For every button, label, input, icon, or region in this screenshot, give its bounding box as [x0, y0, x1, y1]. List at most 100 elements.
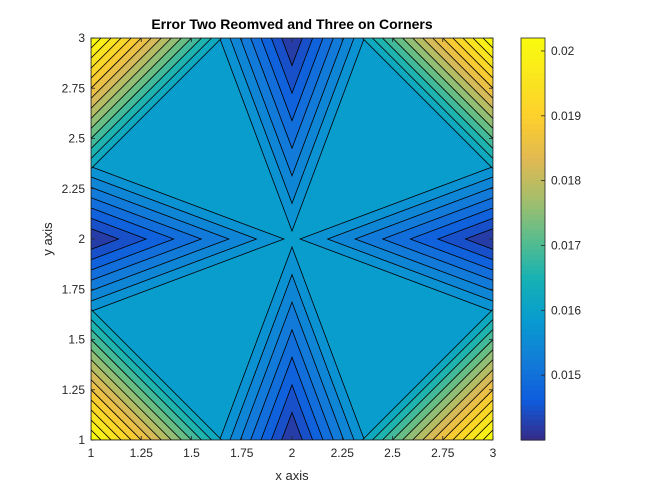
colorbar-segment — [521, 153, 545, 160]
colorbar-segment — [521, 63, 545, 69]
colorbar-segment — [521, 404, 545, 411]
colorbar-segment — [521, 78, 545, 84]
colorbar-segment — [521, 419, 545, 426]
colorbar-segment — [521, 369, 545, 376]
colorbar-segment — [521, 374, 545, 381]
colorbar-segment — [521, 319, 545, 326]
colorbar-segment — [521, 228, 545, 235]
colorbar-segment — [521, 218, 545, 225]
colorbar-segment — [521, 299, 545, 305]
contour-edge-2-level-6 — [91, 228, 120, 250]
contour-corner-3-level-12 — [482, 38, 493, 49]
colorbar-segment — [521, 394, 545, 401]
colorbar-tick-label: 0.016 — [551, 303, 581, 317]
colorbar-segment — [521, 429, 545, 436]
colorbar-segment — [521, 384, 545, 391]
colorbar-segment — [521, 128, 545, 135]
colorbar-segment — [521, 259, 545, 265]
colorbar-segment — [521, 409, 545, 416]
colorbar-segment — [521, 334, 545, 341]
colorbar-tick-label: 0.02 — [551, 44, 575, 58]
y-axis-label: y axis — [40, 222, 55, 256]
y-tick-label: 1.25 — [62, 383, 86, 397]
colorbar-segment — [521, 83, 545, 89]
colorbar-segment — [521, 264, 545, 270]
colorbar-tick-label: 0.015 — [551, 368, 581, 382]
y-tick-label: 2.5 — [68, 132, 85, 146]
colorbar-segment — [521, 289, 545, 295]
y-tick-label: 1.75 — [62, 282, 86, 296]
x-tick-label: 1.75 — [230, 446, 254, 460]
colorbar-segment — [521, 399, 545, 406]
chart-title: Error Two Reomved and Three on Corners — [151, 16, 433, 32]
colorbar-segment — [521, 183, 545, 190]
contour-corner-0-level-12 — [91, 429, 102, 440]
colorbar-segment — [521, 389, 545, 396]
colorbar-segment — [521, 314, 545, 320]
colorbar-segment — [521, 249, 545, 255]
colorbar-tick-label: 0.017 — [551, 238, 581, 252]
x-tick-label: 2.25 — [331, 446, 355, 460]
y-tick-label: 2.25 — [62, 182, 86, 196]
contour-corner-1-level-12 — [482, 429, 493, 440]
colorbar-segment — [521, 244, 545, 250]
colorbar-segment — [521, 329, 545, 336]
contour-corner-2-level-12 — [91, 38, 102, 49]
colorbar-segment — [521, 43, 545, 49]
colorbar-segment — [521, 414, 545, 421]
colorbar-segment — [521, 163, 545, 170]
contour-edge-0-level-6 — [281, 411, 303, 440]
colorbar-segment — [521, 309, 545, 315]
colorbar-segment — [521, 284, 545, 290]
colorbar-segment — [521, 434, 545, 441]
colorbar-segment — [521, 173, 545, 180]
colorbar-segment — [521, 294, 545, 300]
colorbar-segment — [521, 68, 545, 74]
colorbar-segment — [521, 254, 545, 260]
x-tick-label: 3 — [490, 446, 497, 460]
colorbar-segment — [521, 158, 545, 165]
colorbar: 0.015 0.016 0.017 0.018 0.019 0.02 — [520, 37, 581, 441]
colorbar-segment — [521, 168, 545, 175]
colorbar-segment — [521, 198, 545, 205]
colorbar-segment — [521, 379, 545, 386]
colorbar-frame — [520, 37, 546, 441]
colorbar-segment — [521, 113, 545, 119]
colorbar-segment — [521, 208, 545, 215]
colorbar-segment — [521, 213, 545, 220]
colorbar-segment — [521, 98, 545, 104]
colorbar-segment — [521, 38, 545, 44]
y-tick-label: 2.75 — [62, 81, 86, 95]
colorbar-segment — [521, 73, 545, 79]
colorbar-segment — [521, 133, 545, 140]
colorbar-segment — [521, 304, 545, 310]
colorbar-segment — [521, 138, 545, 145]
colorbar-segment — [521, 58, 545, 64]
colorbar-segment — [521, 148, 545, 155]
colorbar-segment — [521, 424, 545, 431]
colorbar-segment — [521, 88, 545, 94]
colorbar-segment — [521, 274, 545, 280]
y-tick-label: 2 — [78, 232, 85, 246]
colorbar-segment — [521, 93, 545, 99]
colorbar-segment — [521, 269, 545, 275]
y-tick-label: 1 — [78, 433, 85, 447]
colorbar-segment — [521, 193, 545, 200]
x-axis-label: x axis — [275, 468, 309, 483]
colorbar-segment — [521, 354, 545, 361]
colorbar-segment — [521, 143, 545, 150]
y-tick-label: 3 — [78, 31, 85, 45]
colorbar-segment — [521, 339, 545, 346]
x-tick-label: 1 — [88, 446, 95, 460]
x-tick-label: 2 — [289, 446, 296, 460]
colorbar-segment — [521, 324, 545, 331]
colorbar-segment — [521, 53, 545, 59]
colorbar-segment — [521, 279, 545, 285]
x-tick-label: 2.5 — [384, 446, 401, 460]
colorbar-segment — [521, 103, 545, 109]
y-tick-label: 1.5 — [68, 333, 85, 347]
plot-area — [91, 38, 493, 440]
colorbar-segment — [521, 188, 545, 195]
colorbar-segment — [521, 108, 545, 114]
colorbar-segment — [521, 203, 545, 210]
